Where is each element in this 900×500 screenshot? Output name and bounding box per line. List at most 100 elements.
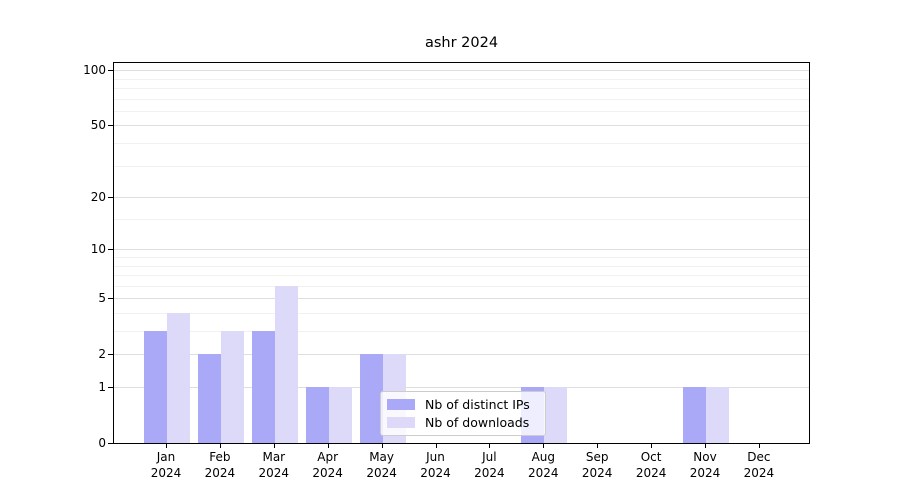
legend-item-distinct-ips: Nb of distinct IPs (387, 397, 538, 412)
x-tick-label-apr: Apr 2024 (299, 450, 357, 481)
y-tick-label: 2 (98, 347, 106, 362)
x-tick-label-nov: Nov 2024 (676, 450, 734, 481)
y-tick-mark (108, 354, 113, 356)
bar-distinct-ips-jan (144, 331, 167, 443)
x-tick-label-aug: Aug 2024 (514, 450, 572, 481)
y-gridline-minor (114, 98, 809, 100)
x-tick-month: Dec (747, 450, 771, 464)
y-gridline-minor (114, 265, 809, 267)
x-tick-month: Apr (317, 450, 339, 464)
x-tick-mark (651, 444, 653, 448)
y-tick-label: 10 (90, 242, 106, 257)
x-tick-label-dec: Dec 2024 (730, 450, 788, 481)
x-tick-mark (381, 444, 383, 448)
x-tick-year: 2024 (581, 465, 613, 480)
bar-distinct-ips-mar (251, 331, 275, 443)
y-gridline-major (114, 298, 809, 300)
x-tick-year: 2024 (689, 465, 721, 480)
x-tick-year: 2024 (150, 465, 182, 480)
y-gridline-minor (114, 110, 809, 112)
x-tick-month: Mar (262, 450, 286, 464)
y-tick-label: 20 (90, 190, 106, 205)
x-tick-label-may: May 2024 (353, 450, 411, 481)
y-tick-mark (108, 249, 113, 251)
x-tick-year: 2024 (312, 465, 343, 480)
legend-label-distinct-ips: Nb of distinct IPs (425, 397, 530, 412)
y-gridline-minor (114, 331, 809, 333)
bar-distinct-ips-feb (197, 354, 221, 443)
x-tick-year: 2024 (204, 465, 236, 480)
chart-title: ashr 2024 (424, 35, 499, 51)
x-tick-month: May (369, 450, 394, 464)
x-tick-mark (489, 444, 491, 448)
x-tick-month: Feb (209, 450, 231, 464)
y-tick-label: 0 (98, 436, 106, 450)
bar-downloads-feb (220, 331, 244, 443)
y-gridline-major (114, 387, 809, 388)
bar-downloads-nov (706, 387, 729, 443)
x-tick-month: Sep (585, 450, 609, 464)
x-tick-label-sep: Sep 2024 (568, 450, 626, 481)
bar-downloads-aug (544, 387, 568, 443)
x-tick-mark (273, 444, 275, 448)
x-tick-month: Oct (640, 450, 662, 464)
x-tick-label-mar: Mar 2024 (245, 450, 303, 481)
y-tick-label: 100 (83, 63, 106, 78)
y-gridline-minor (114, 275, 809, 277)
x-tick-year: 2024 (743, 465, 775, 480)
x-tick-month: Jan (156, 450, 176, 464)
x-tick-mark (597, 444, 599, 448)
y-gridline-minor (114, 78, 809, 80)
x-tick-month: Nov (693, 450, 717, 464)
y-tick-mark (108, 387, 113, 388)
y-gridline-minor (114, 219, 809, 221)
y-tick-mark (108, 443, 113, 444)
legend-label-downloads: Nb of downloads (425, 415, 530, 430)
x-tick-label-oct: Oct 2024 (622, 450, 680, 481)
bar-distinct-ips-apr (305, 387, 329, 443)
x-tick-mark (219, 444, 221, 448)
x-tick-mark (166, 444, 167, 448)
y-tick-mark (108, 70, 113, 72)
x-tick-mark (705, 444, 706, 448)
y-tick-label: 50 (90, 118, 106, 133)
bar-downloads-mar (274, 285, 298, 443)
x-tick-year: 2024 (258, 465, 290, 480)
y-gridline-major (114, 249, 809, 251)
y-tick-mark (108, 197, 113, 199)
y-gridline-major (114, 70, 809, 72)
x-tick-label-jan: Jan 2024 (137, 450, 195, 481)
x-tick-year: 2024 (366, 465, 397, 480)
bar-downloads-jan (167, 313, 190, 443)
x-tick-year: 2024 (635, 465, 667, 480)
y-tick-label: 5 (98, 291, 106, 306)
y-gridline-major (114, 197, 809, 199)
y-gridline-major (114, 354, 809, 356)
y-tick-label: 1 (98, 380, 106, 394)
x-tick-mark (543, 444, 545, 448)
y-gridline-minor (114, 285, 809, 287)
x-tick-mark (435, 444, 437, 448)
y-gridline-minor (114, 257, 809, 258)
x-tick-label-feb: Feb 2024 (191, 450, 249, 481)
plot-area: Nb of distinct IPs Nb of downloads (113, 62, 810, 444)
x-tick-month: Jun (426, 450, 445, 464)
x-tick-mark (758, 444, 760, 448)
y-tick-mark (108, 125, 113, 127)
x-tick-label-jun: Jun 2024 (407, 450, 465, 481)
y-gridline-minor (114, 88, 809, 90)
x-tick-month: Aug (531, 450, 556, 464)
x-tick-year: 2024 (420, 465, 451, 480)
x-tick-month: Jul (482, 450, 497, 464)
y-gridline-major (114, 125, 809, 127)
legend-item-downloads: Nb of downloads (387, 415, 538, 430)
bar-downloads-apr (328, 387, 352, 443)
x-tick-mark (327, 444, 329, 448)
x-tick-year: 2024 (474, 465, 505, 480)
y-gridline-minor (114, 165, 809, 167)
y-tick-mark (108, 298, 113, 300)
x-tick-year: 2024 (528, 465, 559, 480)
x-tick-label-jul: Jul 2024 (460, 450, 518, 481)
legend-swatch-downloads (387, 417, 415, 428)
